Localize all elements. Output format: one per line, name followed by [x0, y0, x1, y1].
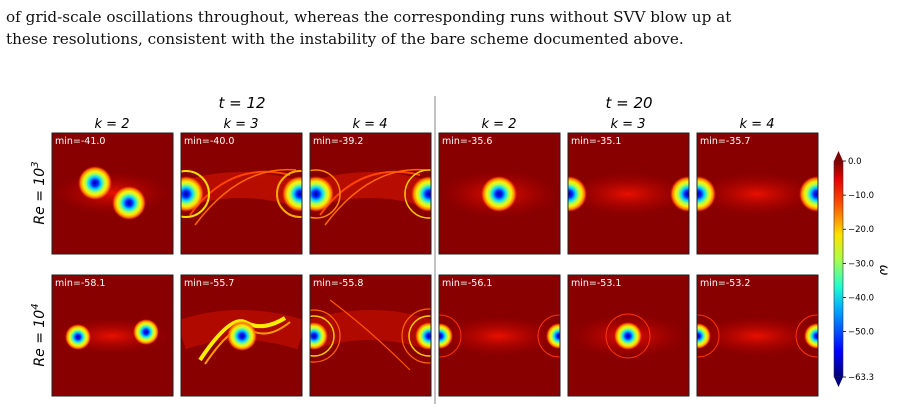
row-label-re1e4: Re = 104	[30, 303, 48, 366]
colorbar-max-arrow	[834, 151, 843, 161]
k-label: k = 4	[740, 117, 775, 132]
min-label: min=-41.0	[55, 136, 105, 147]
min-label: min=-35.6	[442, 136, 492, 147]
k-label: k = 3	[224, 117, 259, 132]
min-label: min=-53.1	[571, 278, 621, 289]
min-label: min=-55.8	[313, 278, 363, 289]
panel-re3-t12-k3	[181, 133, 302, 254]
min-label: min=-35.7	[700, 136, 750, 147]
min-label: min=-55.7	[184, 278, 234, 289]
panel-re3-t20-k4	[697, 133, 818, 254]
colorbar-tick-label: −30.0	[848, 259, 874, 269]
panel-re3-t20-k2	[439, 133, 560, 254]
panel-re3-t12-k2	[52, 133, 173, 254]
panel-re3-t20-k3	[568, 133, 689, 254]
panel-re4-t20-k3	[568, 275, 689, 396]
panel-frames	[51, 132, 819, 397]
panel-re4-t12-k4	[310, 275, 431, 396]
time-label-t12: t = 12	[218, 94, 265, 112]
min-label: min=-35.1	[571, 136, 621, 147]
min-label: min=-53.2	[700, 278, 750, 289]
paragraph-line: of grid-scale oscillations throughout, w…	[6, 8, 732, 26]
k-label: k = 3	[611, 117, 646, 132]
panel-re4-t20-k2	[439, 275, 560, 396]
paragraph-line: these resolutions, consistent with the i…	[6, 30, 684, 48]
min-label: min=-39.2	[313, 136, 363, 147]
colorbar-tick-label: −63.3	[848, 373, 874, 383]
time-label-t20: t = 20	[605, 94, 652, 112]
k-label: k = 2	[482, 117, 517, 132]
colorbar-gradient	[833, 160, 844, 378]
colorbar-label: ω	[876, 265, 891, 276]
colorbar-tick-label: −20.0	[848, 225, 874, 235]
panel-re4-t12-k2	[52, 275, 173, 396]
row-label-re1e3: Re = 103	[30, 161, 48, 224]
k-label: k = 2	[95, 117, 130, 132]
min-label: min=-56.1	[442, 278, 492, 289]
colorbar-tick-label: −10.0	[848, 191, 874, 201]
min-label: min=-40.0	[184, 136, 234, 147]
colorbar-min-arrow	[834, 377, 843, 387]
panel-re4-t20-k4	[697, 275, 818, 396]
colorbar-tick-label: 0.0	[848, 157, 862, 167]
colorbar-tick-label: −50.0	[848, 328, 874, 338]
paragraph-text: of grid-scale oscillations throughout, w…	[6, 6, 911, 50]
panel-re4-t12-k3	[181, 275, 302, 396]
min-label: min=-58.1	[55, 278, 105, 289]
colorbar: 0.0 −10.0 −20.0 −30.0 −40.0 −50.0 −63.3 ω	[833, 151, 891, 387]
colorbar-tick-label: −40.0	[848, 293, 874, 303]
panel-re3-t12-k4	[310, 133, 431, 254]
k-label: k = 4	[353, 117, 388, 132]
